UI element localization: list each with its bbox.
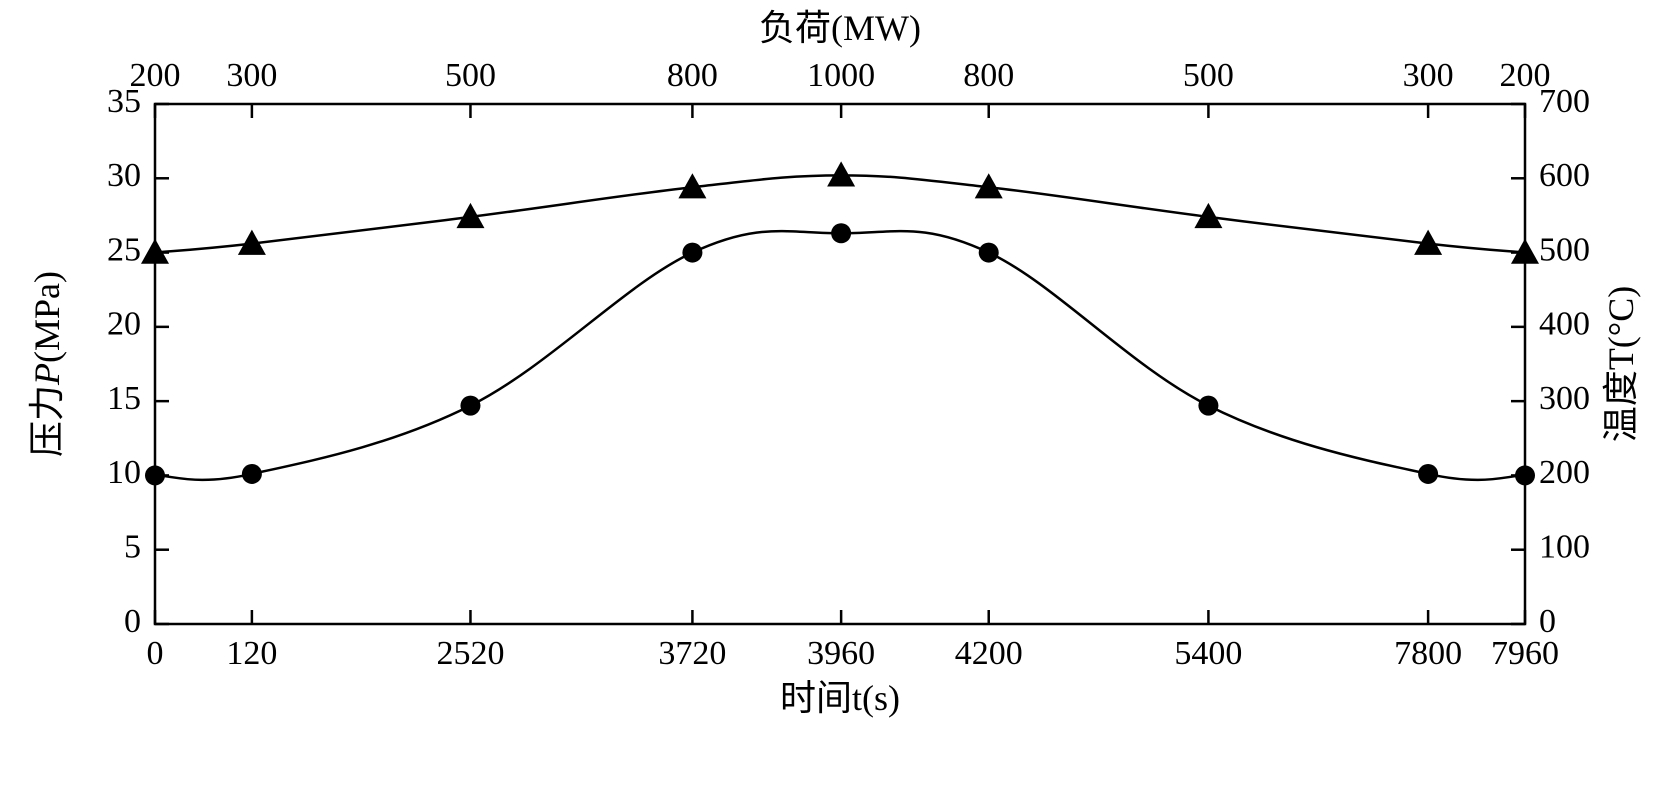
svg-text:4200: 4200 — [955, 635, 1023, 672]
svg-text:时间t(s): 时间t(s) — [780, 678, 900, 718]
svg-text:0: 0 — [124, 603, 141, 640]
svg-text:压力P(MPa): 压力P(MPa) — [27, 271, 67, 457]
svg-text:3960: 3960 — [807, 635, 875, 672]
svg-text:15: 15 — [107, 380, 141, 417]
svg-text:1000: 1000 — [807, 57, 875, 94]
svg-text:30: 30 — [107, 157, 141, 194]
svg-text:300: 300 — [226, 57, 277, 94]
svg-text:200: 200 — [1500, 57, 1551, 94]
svg-text:300: 300 — [1539, 380, 1590, 417]
svg-text:20: 20 — [107, 306, 141, 343]
svg-text:800: 800 — [667, 57, 718, 94]
svg-text:3720: 3720 — [658, 635, 726, 672]
svg-text:25: 25 — [107, 231, 141, 268]
svg-text:2520: 2520 — [436, 635, 504, 672]
svg-text:负荷(MW): 负荷(MW) — [759, 8, 921, 48]
svg-text:0: 0 — [147, 635, 164, 672]
svg-text:300: 300 — [1403, 57, 1454, 94]
svg-text:120: 120 — [226, 635, 277, 672]
svg-text:200: 200 — [1539, 454, 1590, 491]
svg-text:10: 10 — [107, 454, 141, 491]
svg-text:100: 100 — [1539, 529, 1590, 566]
svg-text:温度T(°C): 温度T(°C) — [1601, 286, 1641, 442]
svg-text:5: 5 — [124, 529, 141, 566]
svg-text:500: 500 — [445, 57, 496, 94]
svg-text:400: 400 — [1539, 306, 1590, 343]
chart-container: 0510152025303501002003004005006007000120… — [0, 0, 1674, 810]
svg-text:200: 200 — [130, 57, 181, 94]
svg-text:800: 800 — [963, 57, 1014, 94]
svg-text:7960: 7960 — [1491, 635, 1559, 672]
svg-text:600: 600 — [1539, 157, 1590, 194]
chart-svg: 0510152025303501002003004005006007000120… — [0, 0, 1674, 810]
svg-text:7800: 7800 — [1394, 635, 1462, 672]
svg-text:500: 500 — [1183, 57, 1234, 94]
svg-text:500: 500 — [1539, 231, 1590, 268]
svg-text:5400: 5400 — [1174, 635, 1242, 672]
